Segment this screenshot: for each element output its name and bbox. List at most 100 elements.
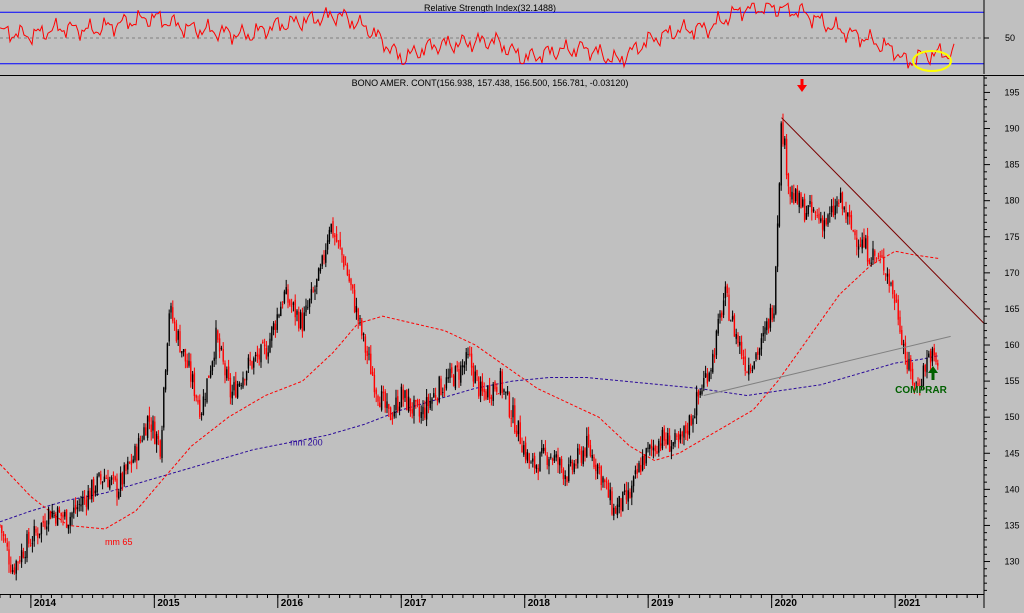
price-candle-body: [314, 289, 316, 292]
price-candle-body: [361, 319, 363, 336]
price-candle-body: [213, 357, 215, 361]
price-candle-body: [454, 366, 457, 389]
price-candle-body: [865, 238, 867, 249]
price-candle-body: [319, 267, 322, 272]
price-candle-body: [856, 237, 858, 247]
price-candle-body: [283, 291, 286, 303]
price-candle-body: [782, 122, 784, 145]
price-candle-body: [539, 452, 541, 472]
price-candle-body: [29, 545, 32, 546]
price-candle-body: [496, 387, 498, 392]
price-candle-body: [893, 294, 896, 304]
price-candle-body: [688, 415, 691, 436]
price-candle-body: [692, 418, 694, 425]
price-candle-body: [605, 481, 608, 483]
price-candle-body: [416, 400, 419, 406]
price-candle-body: [285, 287, 287, 294]
price-candle-body: [713, 355, 716, 358]
price-candle-body: [393, 411, 395, 417]
price-candle-body: [627, 490, 629, 502]
price-candle-body: [274, 324, 277, 330]
price-candle-body: [308, 299, 311, 308]
price-candle-body: [737, 334, 739, 343]
price-candle-body: [307, 307, 309, 309]
price-candle-body: [550, 456, 552, 458]
price-candle-body: [166, 343, 169, 372]
price-candle-body: [553, 455, 556, 461]
price-candle-body: [928, 353, 930, 358]
price-candle-body: [476, 370, 478, 376]
price-candle-body: [834, 205, 836, 215]
price-candle-body: [926, 357, 928, 373]
price-candle-body: [578, 449, 581, 451]
price-candle-body: [587, 434, 590, 446]
price-candle-body: [481, 381, 484, 392]
price-candle-body: [348, 274, 350, 282]
price-candle-body: [458, 369, 460, 380]
price-candle-body: [701, 390, 703, 394]
price-candle-body: [875, 258, 878, 260]
price-candle-body: [298, 311, 300, 329]
price-candle-body: [609, 489, 611, 501]
price-candle-body: [663, 428, 665, 441]
price-candle-body: [622, 491, 624, 511]
price-candle-body: [906, 359, 908, 370]
price-candle-body: [181, 351, 183, 354]
price-candle-body: [157, 436, 160, 439]
price-candle-body: [631, 485, 633, 498]
price-candle-body: [253, 358, 255, 368]
price-candle-body: [334, 235, 336, 237]
price-candle-body: [400, 386, 403, 407]
mm200-label: mm 200: [290, 437, 323, 447]
price-candle-body: [571, 461, 574, 470]
year-label: 2014: [34, 598, 57, 608]
price-candle-body: [836, 201, 838, 207]
price-candle-body: [35, 528, 37, 533]
price-candle-body: [829, 213, 831, 215]
price-candle-body: [859, 244, 862, 247]
price-candle-body: [825, 218, 827, 225]
price-candle-body: [355, 306, 358, 313]
price-candle-body: [380, 391, 383, 410]
price-candle-body: [800, 193, 802, 209]
price-candle-body: [249, 359, 251, 362]
price-candle-body: [753, 361, 755, 369]
price-candle-body: [33, 526, 35, 542]
price-candle-body: [141, 440, 143, 442]
price-candle-body: [42, 520, 44, 523]
price-candle-body: [267, 352, 269, 357]
price-candle-body: [706, 374, 709, 384]
price-candle-body: [17, 561, 19, 563]
price-candle-body: [679, 434, 682, 440]
mm65-label: mm 65: [105, 537, 133, 547]
price-candle-body: [80, 504, 82, 507]
price-candle-body: [110, 477, 113, 480]
price-candle-body: [406, 390, 408, 410]
price-candle-body: [695, 392, 698, 416]
price-candle-body: [13, 567, 16, 573]
price-candle-body: [424, 407, 426, 418]
price-tick-label: 170: [1004, 268, 1019, 278]
price-candle-body: [809, 201, 811, 204]
price-tick-label: 155: [1004, 376, 1019, 386]
price-candle-body: [704, 373, 707, 378]
price-candle-body: [96, 476, 98, 493]
price-candle-body: [929, 351, 932, 363]
price-candle-body: [247, 357, 250, 369]
price-candle-body: [901, 330, 903, 345]
price-candle-body: [224, 363, 226, 376]
price-candle-body: [422, 406, 424, 415]
price-candle-body: [28, 531, 30, 544]
price-candle-body: [886, 273, 889, 277]
price-candle-body: [161, 430, 163, 458]
price-candle-body: [472, 365, 475, 382]
price-candle-body: [328, 229, 331, 242]
price-candle-body: [665, 439, 667, 445]
price-candle-body: [0, 525, 1, 526]
price-candle-body: [568, 464, 570, 481]
price-candle-body: [872, 248, 874, 260]
buy-arrow-icon: [928, 366, 938, 380]
price-candle-body: [397, 396, 399, 411]
price-candle-body: [150, 424, 152, 432]
price-candle-body: [838, 202, 840, 204]
